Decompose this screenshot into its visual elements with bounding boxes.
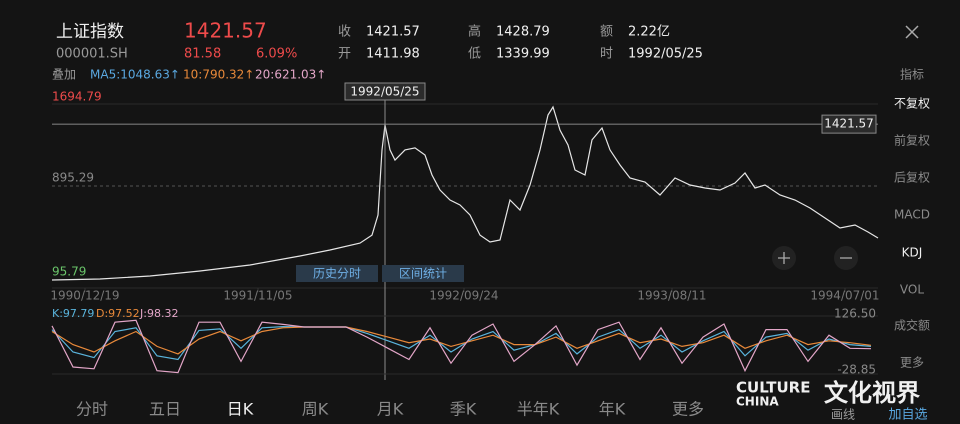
tab[interactable]: 更多 [672,400,704,419]
stat-label: 额 [600,25,613,40]
tab[interactable]: 分时 [76,400,108,419]
plot: 95.79 895.29 1694.79 1990/12/19 1991/11/05 19… [50,82,880,380]
button[interactable]: 历史分时 [313,267,361,281]
crosshair-y-box [821,114,877,134]
y-tick-label: 1694.79 [52,90,102,104]
side-item[interactable]: MACD [894,208,930,222]
price-line [51,319,872,374]
watermark: CULTURE [736,379,810,397]
stat-label: 收 [338,25,351,40]
tabs: 分时 五日 日K 周K 月K 季K 半年K 年K 更多 [76,400,704,419]
price-line [51,325,872,361]
watermark: 文化视界 [824,379,920,407]
y-tick-label: 95.79 [52,265,86,279]
change: 81.58 [184,47,221,62]
stat-value: 2.22亿 [628,25,670,40]
side-item: 指标 [900,67,924,82]
tab[interactable]: 半年K [517,400,560,419]
tab[interactable]: 日K [227,400,254,419]
side-item[interactable]: 成交额 [894,318,930,333]
price-line [51,105,879,281]
y-tick-label: -28.85 [837,363,876,377]
tab[interactable]: 季K [450,400,477,419]
button-bg[interactable] [296,265,378,282]
overlay[interactable]: 叠加 [52,68,76,82]
button-bg[interactable] [382,265,464,282]
crosshair-y-label: 1421.57 [824,117,874,131]
close-button[interactable] [905,25,919,39]
index-name: 上证指数 [56,22,124,42]
side-item[interactable]: 不复权 [894,97,930,111]
x-tick-label: 1992/09/24 [429,289,498,303]
side-item[interactable]: 后复权 [894,171,930,185]
side-item[interactable]: 前复权 [894,133,930,148]
crosshair-x-box [344,82,426,101]
change-pct: 6.09% [256,47,297,62]
x-tick-label: 1990/12/19 [50,289,119,303]
watermark: CHINA [736,395,779,409]
side-item[interactable]: 更多 [900,356,924,370]
legend-entry: J:98.32 [139,307,178,320]
legend-entry: D:97.52 [96,307,140,320]
x-tick-label: 1993/08/11 [637,289,706,303]
button[interactable]: 区间统计 [399,267,447,281]
index-code: 000001.SH [56,47,128,62]
stat-value: 1421.57 [366,25,420,40]
y-tick-label: 895.29 [52,171,94,185]
tab[interactable]: 周K [302,400,329,419]
ma20: 20:621.03↑ [255,68,326,82]
ma10: 10:790.32↑ [183,68,254,82]
side-item[interactable]: KDJ [902,246,923,260]
legend-entry: K:97.79 [52,307,94,320]
stat-value: 1339.99 [496,47,550,62]
zoom-out[interactable] [834,246,858,270]
draw-button[interactable]: 画线 [831,408,855,422]
stat-label: 时 [600,47,613,62]
y-tick-label: 126.50 [834,307,876,321]
stat-value: 1428.79 [496,25,550,40]
stat-value: 1992/05/25 [628,47,703,62]
price: 1421.57 [184,19,267,43]
zoom-in[interactable] [772,246,796,270]
x-tick-label: 1994/07/01 [810,289,879,303]
stat-label: 开 [338,47,351,62]
add-button[interactable]: 加自选 [888,408,927,423]
tab[interactable]: 年K [599,400,626,419]
ma5: MA5:1048.63↑ [90,68,180,82]
tab[interactable]: 月K [377,400,404,419]
crosshair-x-label: 1992/05/25 [350,85,419,99]
stat-label: 高 [468,24,481,40]
side-item[interactable]: VOL [900,283,924,297]
stat-label: 低 [468,47,481,62]
x-tick-label: 1991/11/05 [223,289,292,303]
stat-value: 1411.98 [366,47,420,62]
tab[interactable]: 五日 [149,400,181,419]
